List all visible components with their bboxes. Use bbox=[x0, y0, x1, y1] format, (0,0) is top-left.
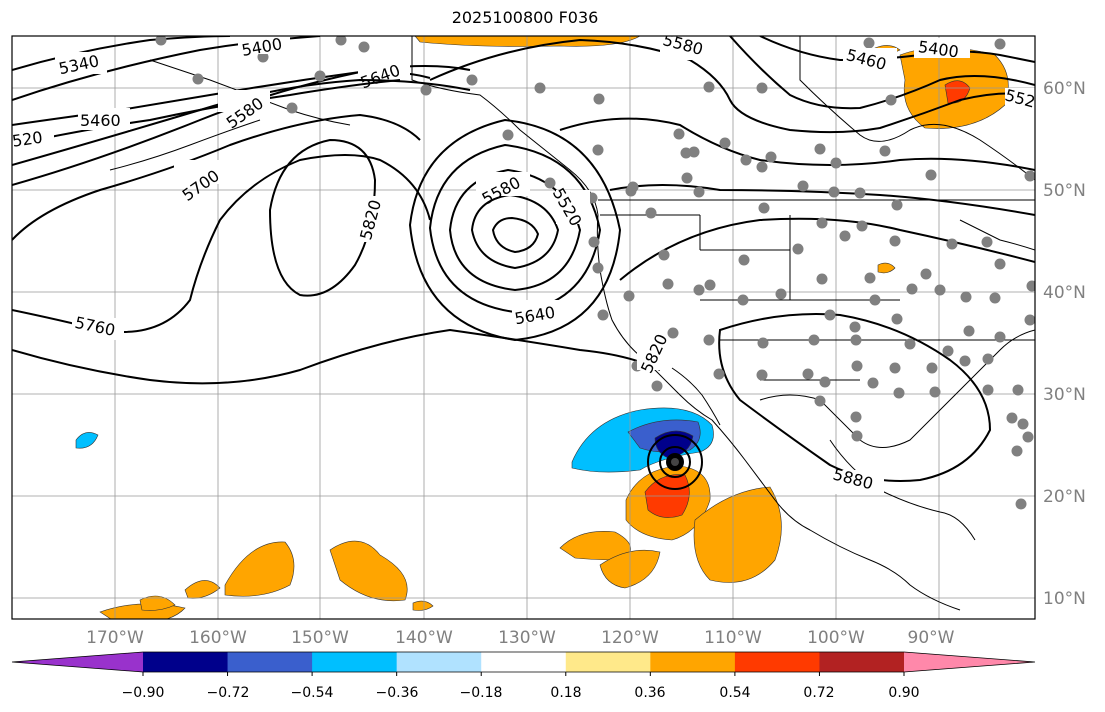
lat-label: 20°N bbox=[1043, 487, 1086, 507]
contour-5700-east bbox=[609, 184, 1035, 216]
latitude-labels: 60°N 50°N 40°N 30°N 20°N 10°N bbox=[1043, 79, 1086, 609]
colorbar-tick-label: −0.36 bbox=[376, 685, 419, 701]
colorbar-segment bbox=[227, 652, 313, 672]
colorbar-tick-label: −0.54 bbox=[291, 685, 334, 701]
contour-5700 bbox=[12, 113, 421, 241]
lon-label: 130°W bbox=[498, 628, 556, 648]
lon-label: 90°W bbox=[908, 628, 955, 648]
lon-label: 110°W bbox=[704, 628, 762, 648]
low-ring-5 bbox=[408, 118, 622, 342]
lon-label: 120°W bbox=[601, 628, 659, 648]
positive-anomaly-tropics5 bbox=[139, 595, 176, 611]
colorbar bbox=[11, 651, 1036, 676]
colorbar-tick-label: 0.54 bbox=[719, 685, 750, 701]
contour-5520-north bbox=[729, 36, 1035, 110]
lat-lon-grid bbox=[12, 36, 1035, 619]
colorbar-segment bbox=[650, 652, 736, 672]
colorbar-tick-label: −0.90 bbox=[122, 685, 165, 701]
low-ring-4 bbox=[428, 143, 602, 314]
map-title: 2025100800 F036 bbox=[451, 8, 599, 27]
map-frame bbox=[11, 35, 1036, 620]
colorbar-segment bbox=[143, 652, 229, 672]
positive-anomaly-tropics1 bbox=[224, 541, 295, 597]
colorbar-tick-label: 0.72 bbox=[803, 685, 834, 701]
positive-anomaly-midwest bbox=[877, 262, 896, 274]
lon-label: 160°W bbox=[189, 628, 247, 648]
coastlines bbox=[109, 36, 1035, 611]
contour-5820-south bbox=[12, 328, 661, 385]
colorbar-segment bbox=[481, 652, 567, 672]
positive-anomaly-tropics2 bbox=[329, 540, 408, 602]
colorbar-tick-label: −0.18 bbox=[460, 685, 503, 701]
colorbar-tick-labels: −0.90 −0.72 −0.54 −0.36 −0.18 0.18 0.36 … bbox=[122, 685, 920, 701]
contour-5880 bbox=[718, 313, 992, 482]
colorbar-segment bbox=[312, 652, 398, 672]
hurricane-ring-outer bbox=[646, 434, 704, 490]
contour-5640-north bbox=[559, 117, 1035, 171]
colorbar-tick-label: 0.90 bbox=[888, 685, 919, 701]
colorbar-segment bbox=[396, 652, 482, 672]
colorbar-segment bbox=[819, 652, 905, 672]
low-ring-2 bbox=[470, 193, 560, 270]
lat-label: 40°N bbox=[1043, 283, 1086, 303]
colorbar-extend-low bbox=[12, 652, 143, 672]
positive-anomaly-tropics6 bbox=[412, 600, 434, 611]
lat-label: 60°N bbox=[1043, 79, 1086, 99]
lon-label: 100°W bbox=[807, 628, 865, 648]
positive-anomaly-mexico bbox=[693, 486, 782, 583]
longitude-labels: 170°W 160°W 150°W 140°W 130°W 120°W 110°… bbox=[86, 628, 955, 648]
station-markers bbox=[155, 36, 1035, 510]
lon-label: 140°W bbox=[395, 628, 453, 648]
colorbar-extend-high bbox=[904, 652, 1035, 672]
hurricane-ring-mid bbox=[658, 446, 692, 478]
colorbar-tick-label: −0.72 bbox=[207, 685, 250, 701]
negative-anomaly-small bbox=[75, 432, 99, 449]
lon-label: 150°W bbox=[291, 628, 349, 648]
low-ring-1 bbox=[491, 216, 540, 254]
hurricane-eye bbox=[671, 458, 679, 466]
contour-label: 5460 bbox=[80, 111, 121, 130]
lat-label: 30°N bbox=[1043, 385, 1086, 405]
contour-5580-north bbox=[429, 38, 1035, 134]
positive-anomaly-north bbox=[414, 36, 641, 47]
colorbar-segment bbox=[734, 652, 820, 672]
colorbar-segment bbox=[565, 652, 651, 672]
lat-label: 10°N bbox=[1043, 589, 1086, 609]
lat-label: 50°N bbox=[1043, 181, 1086, 201]
lon-label: 170°W bbox=[86, 628, 144, 648]
contour-5520-west bbox=[12, 79, 401, 146]
contour-5760-east bbox=[619, 217, 1035, 281]
colorbar-tick-label: 0.18 bbox=[550, 685, 581, 701]
colorbar-tick-label: 0.36 bbox=[634, 685, 665, 701]
contour-label: 5400 bbox=[240, 34, 283, 60]
